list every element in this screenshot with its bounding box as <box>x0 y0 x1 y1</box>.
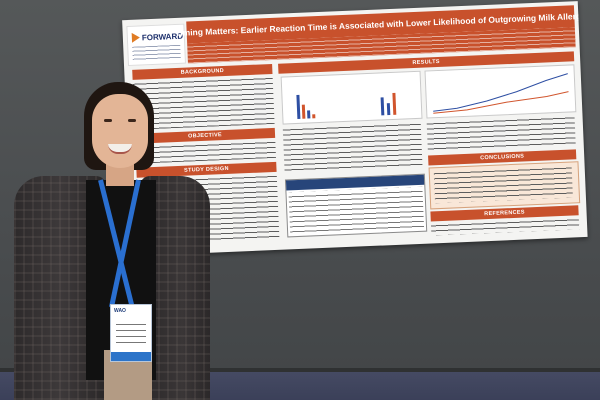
research-poster: FORWARD Timing Matters: Earlier Reaction… <box>122 1 588 257</box>
smile <box>108 144 132 154</box>
right-eye <box>128 119 136 122</box>
wall-base-rail <box>0 368 600 373</box>
left-eye <box>104 119 112 122</box>
line-chart-svg <box>433 73 569 114</box>
badge-footer-band <box>111 352 151 361</box>
name-badge: WAO <box>110 304 152 362</box>
badge-name-lines <box>116 319 146 343</box>
chart-line <box>433 91 569 114</box>
chart-line <box>433 73 568 112</box>
results-line-chart <box>424 64 577 119</box>
badge-brand: WAO <box>114 308 126 314</box>
face <box>92 94 148 168</box>
